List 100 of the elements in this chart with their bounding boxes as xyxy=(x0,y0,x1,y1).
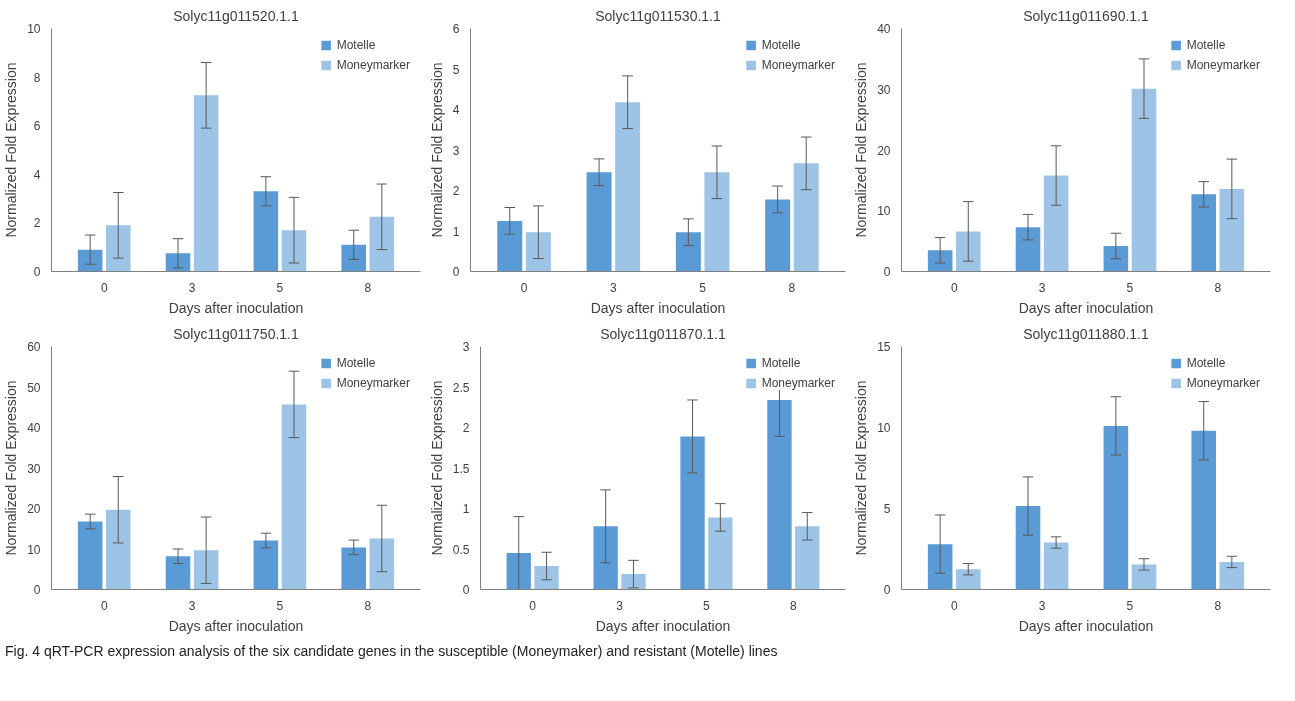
y-tick-label: 5 xyxy=(452,62,460,77)
bar xyxy=(765,199,791,272)
x-tick-label: 0 xyxy=(100,598,108,613)
y-tick-label: 10 xyxy=(877,204,891,219)
chart-title: Solyc11g011870.1.1 xyxy=(600,325,727,342)
y-tick-label: 1.5 xyxy=(452,461,470,476)
x-tick-label: 3 xyxy=(610,280,618,295)
x-tick-label: 8 xyxy=(1214,598,1222,613)
bar xyxy=(369,216,395,272)
y-tick-label: 0 xyxy=(33,265,41,279)
y-tick-label: 2.5 xyxy=(452,380,470,395)
y-axis-title: Normalized Fold Expression xyxy=(853,380,870,556)
bar xyxy=(105,225,131,272)
y-tick-label: 5 xyxy=(883,502,891,516)
x-tick-label: 3 xyxy=(1038,598,1046,613)
bar xyxy=(927,544,953,590)
bar xyxy=(927,250,953,272)
chart-title: Solyc11g011520.1.1 xyxy=(173,7,300,24)
y-tick-label: 3 xyxy=(462,340,470,354)
x-axis-title: Days after inoculation xyxy=(595,617,731,634)
y-tick-label: 4 xyxy=(33,167,41,182)
y-tick-label: 1 xyxy=(462,502,470,516)
bar xyxy=(525,232,551,272)
x-tick-label: 5 xyxy=(276,280,284,295)
bar xyxy=(193,550,219,590)
bar xyxy=(1103,245,1129,272)
y-axis-title: Normalized Fold Expression xyxy=(428,380,445,556)
legend-label: Motelle xyxy=(336,356,376,370)
bar xyxy=(1043,542,1069,590)
bar xyxy=(955,569,981,590)
legend-label: Moneymarker xyxy=(761,376,835,390)
bar xyxy=(593,526,618,590)
bar xyxy=(793,163,819,272)
bar xyxy=(1043,175,1069,272)
y-tick-label: 60 xyxy=(27,340,41,354)
legend-label: Motelle xyxy=(761,356,801,370)
y-tick-label: 50 xyxy=(27,380,41,395)
y-tick-label: 6 xyxy=(452,22,460,36)
legend-label: Moneymarker xyxy=(336,58,410,72)
y-axis-title: Normalized Fold Expression xyxy=(853,62,870,238)
y-tick-label: 10 xyxy=(27,542,41,557)
legend-label: Motelle xyxy=(336,38,376,52)
bar xyxy=(795,526,820,590)
x-tick-label: 8 xyxy=(790,598,798,613)
bar xyxy=(704,172,730,272)
y-tick-label: 40 xyxy=(877,22,891,36)
chart-title: Solyc11g011750.1.1 xyxy=(173,325,300,342)
y-tick-label: 10 xyxy=(877,421,891,435)
y-tick-label: 0 xyxy=(883,265,891,279)
x-axis-title: Days after inoculation xyxy=(168,617,304,634)
x-tick-label: 3 xyxy=(188,598,196,613)
x-tick-label: 5 xyxy=(1126,280,1134,295)
legend-label: Moneymarker xyxy=(1186,58,1260,72)
y-tick-label: 1 xyxy=(452,224,460,239)
y-tick-label: 20 xyxy=(877,143,891,158)
bar xyxy=(955,231,981,272)
y-tick-label: 0.5 xyxy=(452,542,470,557)
y-tick-label: 0 xyxy=(883,583,891,597)
y-tick-label: 10 xyxy=(27,22,41,36)
bar xyxy=(1131,88,1157,272)
bar xyxy=(621,574,646,590)
bar xyxy=(253,191,279,272)
bar xyxy=(281,404,307,590)
bar xyxy=(506,553,531,590)
bar xyxy=(1015,506,1041,590)
legend-label: Moneymarker xyxy=(336,376,410,390)
bar xyxy=(341,547,367,590)
bar xyxy=(497,220,523,272)
y-tick-label: 0 xyxy=(462,583,470,597)
x-axis-title: Days after inoculation xyxy=(1018,299,1154,316)
bar xyxy=(1191,430,1217,590)
x-tick-label: 5 xyxy=(1126,598,1134,613)
y-tick-label: 20 xyxy=(27,502,41,516)
bar xyxy=(680,436,705,590)
x-tick-label: 8 xyxy=(788,280,796,295)
x-tick-label: 0 xyxy=(529,598,537,613)
bar xyxy=(1219,561,1245,590)
bar xyxy=(586,172,612,272)
x-axis-title: Days after inoculation xyxy=(1018,617,1154,634)
caption: Fig. 4 qRT-PCR expression analysis of the six candidate genes in the susceptible (Moneymaker) and resistant (Motelle) lines xyxy=(5,642,778,661)
y-tick-label: 3 xyxy=(452,143,460,158)
x-axis-title: Days after inoculation xyxy=(168,299,304,316)
y-tick-label: 4 xyxy=(452,103,460,117)
y-axis-title: Normalized Fold Expression xyxy=(428,62,445,238)
bar xyxy=(77,521,103,590)
bar xyxy=(708,517,733,590)
x-axis-title: Days after inoculation xyxy=(590,299,726,316)
legend-label: Motelle xyxy=(761,38,801,52)
x-tick-label: 5 xyxy=(699,280,707,295)
y-tick-label: 30 xyxy=(27,461,41,476)
y-tick-label: 30 xyxy=(877,82,891,97)
legend-label: Moneymarker xyxy=(1186,376,1260,390)
chart-title: Solyc11g011880.1.1 xyxy=(1023,325,1150,342)
chart-title: Solyc11g011530.1.1 xyxy=(595,7,722,24)
bar xyxy=(615,102,641,272)
bar xyxy=(253,540,279,590)
x-tick-label: 8 xyxy=(364,280,372,295)
x-tick-label: 5 xyxy=(276,598,284,613)
y-tick-label: 2 xyxy=(462,421,470,435)
y-axis-title: Normalized Fold Expression xyxy=(3,62,20,238)
